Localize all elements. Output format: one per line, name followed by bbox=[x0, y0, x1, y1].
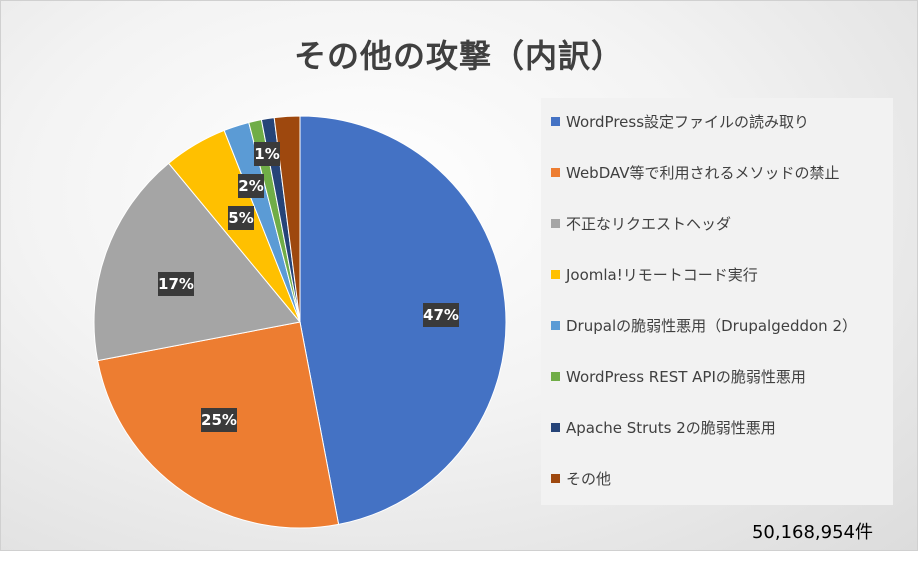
data-label-text: 2% bbox=[238, 177, 263, 195]
legend-swatch bbox=[551, 320, 560, 330]
legend-item-struts2: Apache Struts 2の脆弱性悪用 bbox=[551, 416, 776, 438]
data-label-bad-header: 17% bbox=[158, 272, 194, 296]
pie-slice-wordpress-config bbox=[299, 115, 507, 525]
chart-area: その他の攻撃（内訳） 47% 25% 17% 5% 2% 1% WordPress設定ファ… bbox=[0, 0, 918, 551]
legend-item-wp-rest-api: WordPress REST APIの脆弱性悪用 bbox=[551, 365, 806, 387]
legend-item-drupal: Drupalの脆弱性悪用（Drupalgeddon 2） bbox=[551, 314, 857, 336]
total-count: 50,168,954件 bbox=[751, 522, 873, 543]
legend-item-wordpress-config: WordPress設定ファイルの読み取り bbox=[551, 110, 809, 132]
data-label-text: 25% bbox=[201, 411, 237, 429]
pie-chart: 47% 25% 17% 5% 2% 1% bbox=[93, 115, 507, 529]
data-label-text: 5% bbox=[228, 209, 253, 227]
legend-label: Drupalの脆弱性悪用（Drupalgeddon 2） bbox=[566, 316, 857, 335]
legend-item-webdav: WebDAV等で利用されるメソッドの禁止 bbox=[551, 161, 840, 183]
data-label-text: 47% bbox=[423, 306, 459, 324]
data-label-joomla: 5% bbox=[228, 206, 254, 230]
legend-swatch bbox=[551, 167, 560, 177]
legend-label: Apache Struts 2の脆弱性悪用 bbox=[566, 418, 776, 437]
legend-label: その他 bbox=[566, 469, 612, 488]
legend-swatch bbox=[551, 116, 560, 126]
legend-item-other: その他 bbox=[551, 467, 611, 489]
legend-swatch bbox=[551, 269, 560, 279]
legend-swatch bbox=[551, 218, 560, 228]
legend-swatch bbox=[551, 473, 560, 483]
data-label-struts2: 1% bbox=[254, 142, 280, 166]
data-label-wordpress-config: 47% bbox=[423, 303, 459, 327]
data-label-drupal: 2% bbox=[238, 174, 264, 198]
legend-label: Joomla!リモートコード実行 bbox=[566, 265, 758, 284]
legend-item-bad-header: 不正なリクエストヘッダ bbox=[551, 212, 731, 234]
pie-slice-bad-header bbox=[93, 162, 301, 362]
legend-label: 不正なリクエストヘッダ bbox=[566, 214, 732, 233]
pie-slice-other bbox=[273, 115, 301, 323]
legend: WordPress設定ファイルの読み取り WebDAV等で利用されるメソッドの禁止… bbox=[541, 98, 893, 505]
data-label-text: 1% bbox=[254, 145, 279, 163]
legend-item-joomla: Joomla!リモートコード実行 bbox=[551, 263, 758, 285]
legend-label: WebDAV等で利用されるメソッドの禁止 bbox=[566, 163, 840, 182]
chart-title: その他の攻撃（内訳） bbox=[293, 37, 624, 75]
data-label-webdav: 25% bbox=[201, 408, 237, 432]
legend-label: WordPress設定ファイルの読み取り bbox=[566, 112, 810, 131]
legend-swatch bbox=[551, 422, 560, 432]
legend-swatch bbox=[551, 371, 560, 381]
legend-label: WordPress REST APIの脆弱性悪用 bbox=[566, 367, 806, 386]
data-label-text: 17% bbox=[158, 275, 194, 293]
